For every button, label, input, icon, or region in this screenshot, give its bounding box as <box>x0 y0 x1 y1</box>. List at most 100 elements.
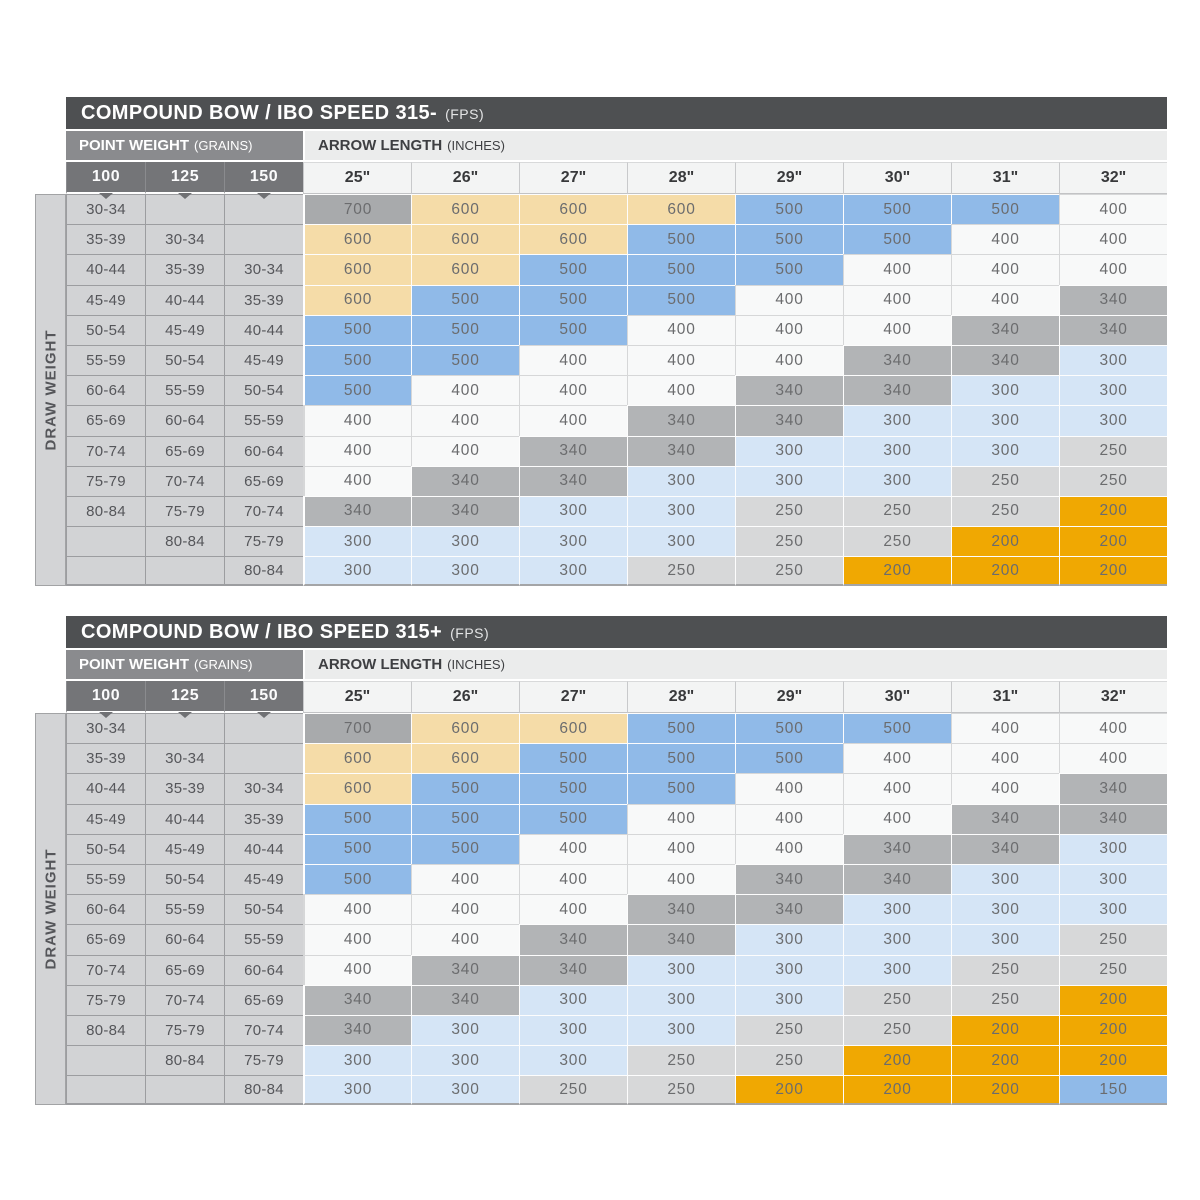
arrow-length-column-header: 27" <box>519 681 627 713</box>
spine-value-cell: 200 <box>951 1014 1059 1046</box>
spine-value-cell: 250 <box>1059 435 1168 466</box>
spine-value-cell: 340 <box>735 405 843 436</box>
spine-value-cell: 400 <box>303 465 411 496</box>
arrow-length-column-header: 29" <box>735 162 843 194</box>
spine-value-cell: 400 <box>519 375 627 406</box>
spine-value-cell: 300 <box>951 435 1059 466</box>
spine-value-cell: 400 <box>951 284 1059 315</box>
draw-weight-range-cell: 65-69 <box>224 465 303 496</box>
point-weight-column-header: 100 <box>66 681 145 718</box>
point-weight-band: POINT WEIGHT (GRAINS) <box>66 650 303 681</box>
spine-value-cell: 340 <box>1059 803 1168 834</box>
triangle-notch-icon <box>178 712 192 718</box>
spine-value-cell: 400 <box>951 743 1059 774</box>
spine-value-cell: 400 <box>843 314 951 345</box>
spine-value-cell: 340 <box>627 435 735 466</box>
spine-value-cell: 250 <box>951 465 1059 496</box>
spine-value-cell: 400 <box>627 314 735 345</box>
spine-value-cell: 200 <box>1059 556 1168 587</box>
spine-value-cell: 340 <box>951 344 1059 376</box>
spine-value-cell: 400 <box>303 405 411 436</box>
draw-weight-range-cell: 55-59 <box>224 405 303 436</box>
spine-value-cell: 400 <box>303 924 411 955</box>
spine-value-cell: 340 <box>519 435 627 466</box>
spine-value-cell: 200 <box>951 1045 1059 1076</box>
arrow-length-column-header: 25" <box>303 681 411 713</box>
point-weight-unit: (GRAINS) <box>194 657 253 672</box>
arrow-length-unit: (INCHES) <box>447 138 505 153</box>
draw-weight-range-cell: 70-74 <box>145 465 224 496</box>
spine-value-cell: 340 <box>303 495 411 527</box>
draw-weight-range-cell <box>145 556 224 587</box>
draw-weight-range-cell: 80-84 <box>145 1045 224 1076</box>
chart-title-bar: COMPOUND BOW / IBO SPEED 315- (FPS) <box>66 97 1168 131</box>
draw-weight-range-cell: 60-64 <box>66 375 145 406</box>
draw-weight-range-cell: 80-84 <box>66 495 145 527</box>
spine-value-cell: 340 <box>519 465 627 496</box>
point-weight-column-header: 125 <box>145 681 224 718</box>
pw-col-150: 150 <box>249 687 279 704</box>
spine-value-cell: 340 <box>411 984 519 1015</box>
spine-value-cell: 400 <box>303 954 411 985</box>
spine-value-cell: 340 <box>519 924 627 955</box>
spine-value-cell: 400 <box>735 833 843 864</box>
draw-weight-range-cell: 45-49 <box>145 833 224 864</box>
spine-value-cell: 400 <box>1059 743 1168 774</box>
spine-value-cell: 200 <box>843 1045 951 1076</box>
spine-value-cell: 340 <box>843 833 951 864</box>
spine-value-cell: 500 <box>627 284 735 315</box>
spine-value-cell: 300 <box>627 495 735 527</box>
spine-value-cell: 250 <box>735 556 843 587</box>
spine-value-cell: 400 <box>411 863 519 895</box>
spine-value-cell: 500 <box>303 833 411 864</box>
pw-col-125: 125 <box>170 168 200 185</box>
spine-value-cell: 200 <box>1059 495 1168 527</box>
arrow-length-column-header: 27" <box>519 162 627 194</box>
spine-value-cell: 300 <box>303 1045 411 1076</box>
spine-value-cell: 400 <box>735 344 843 376</box>
spine-value-cell: 500 <box>843 194 951 225</box>
spine-value-cell: 400 <box>951 713 1059 744</box>
spine-value-cell: 300 <box>735 954 843 985</box>
spine-value-cell: 400 <box>843 773 951 804</box>
spine-value-cell: 300 <box>411 1075 519 1106</box>
point-weight-label: POINT WEIGHT <box>79 137 189 154</box>
draw-weight-range-cell: 30-34 <box>145 743 224 774</box>
spine-value-cell: 250 <box>735 495 843 527</box>
spine-value-cell: 700 <box>303 713 411 744</box>
spine-value-cell: 400 <box>519 894 627 925</box>
spine-value-cell: 500 <box>411 284 519 315</box>
spine-value-cell: 500 <box>627 743 735 774</box>
draw-weight-range-cell: 30-34 <box>224 773 303 804</box>
spine-value-cell: 300 <box>843 405 951 436</box>
corner-spacer <box>35 97 66 131</box>
spine-value-cell: 500 <box>627 224 735 255</box>
spine-value-cell: 500 <box>411 773 519 804</box>
spine-value-cell: 300 <box>411 526 519 557</box>
spine-value-cell: 300 <box>1059 405 1168 436</box>
draw-weight-range-cell: 75-79 <box>145 1014 224 1046</box>
spine-value-cell: 300 <box>951 894 1059 925</box>
draw-weight-range-cell: 80-84 <box>224 1075 303 1106</box>
draw-weight-range-cell: 75-79 <box>224 526 303 557</box>
spine-value-cell: 400 <box>627 803 735 834</box>
spine-value-cell: 250 <box>627 556 735 587</box>
draw-weight-range-cell: 75-79 <box>66 984 145 1015</box>
arrow-length-column-header: 28" <box>627 162 735 194</box>
spine-value-cell: 300 <box>843 894 951 925</box>
spine-value-cell: 400 <box>735 284 843 315</box>
draw-weight-range-cell: 40-44 <box>66 773 145 804</box>
draw-weight-range-cell: 35-39 <box>224 803 303 834</box>
spine-value-cell: 500 <box>627 713 735 744</box>
spine-value-cell: 400 <box>843 743 951 774</box>
spine-value-cell: 250 <box>1059 954 1168 985</box>
arrow-length-column-header: 31" <box>951 162 1059 194</box>
spine-value-cell: 300 <box>411 1045 519 1076</box>
spine-value-cell: 400 <box>519 833 627 864</box>
draw-weight-range-cell: 60-64 <box>224 954 303 985</box>
spine-value-cell: 340 <box>843 863 951 895</box>
draw-weight-range-cell: 30-34 <box>224 254 303 285</box>
draw-weight-range-cell: 55-59 <box>66 344 145 376</box>
spine-value-cell: 400 <box>303 894 411 925</box>
spine-value-cell: 500 <box>627 254 735 285</box>
